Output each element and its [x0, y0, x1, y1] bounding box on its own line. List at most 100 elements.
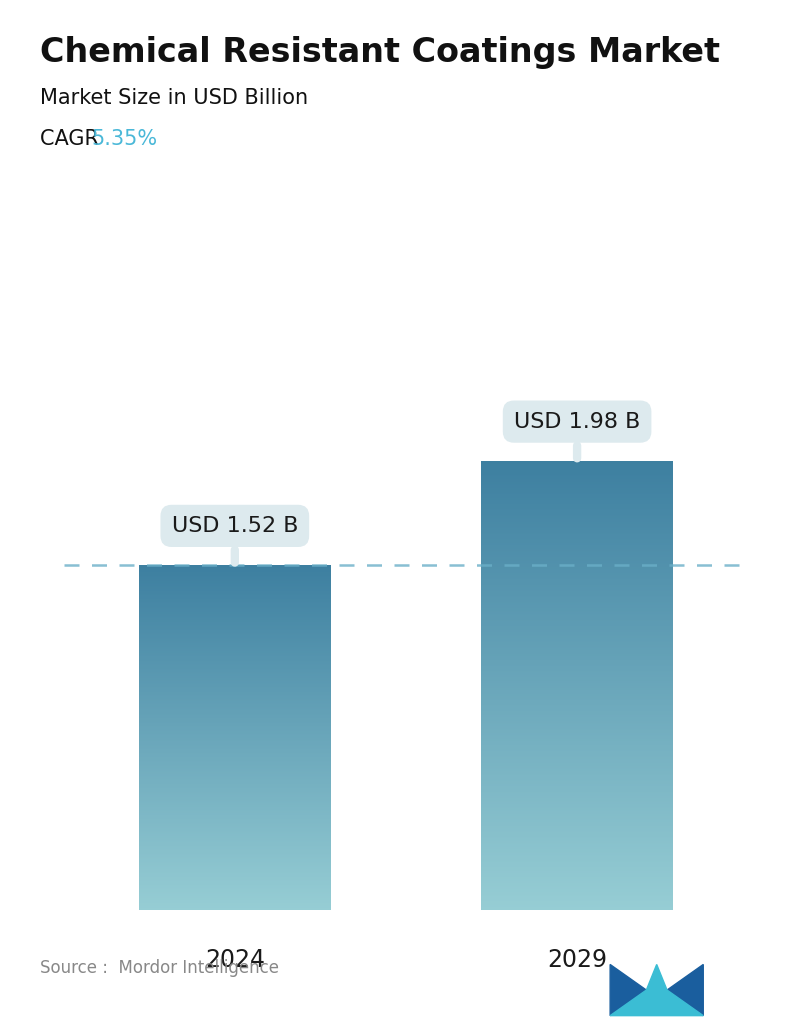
- Bar: [139, 686, 330, 688]
- Bar: [482, 756, 673, 757]
- Bar: [139, 718, 330, 720]
- Bar: [482, 713, 673, 716]
- Bar: [139, 740, 330, 742]
- Bar: [139, 590, 330, 591]
- Bar: [482, 720, 673, 722]
- Bar: [482, 905, 673, 907]
- Bar: [139, 713, 330, 714]
- Bar: [139, 613, 330, 615]
- Bar: [482, 517, 673, 519]
- Bar: [482, 649, 673, 651]
- Bar: [482, 533, 673, 535]
- Bar: [139, 609, 330, 610]
- Bar: [482, 630, 673, 632]
- Bar: [482, 504, 673, 506]
- Text: 2024: 2024: [205, 948, 265, 972]
- Bar: [482, 686, 673, 687]
- Bar: [482, 899, 673, 901]
- Bar: [139, 704, 330, 705]
- Bar: [139, 770, 330, 772]
- Bar: [139, 596, 330, 598]
- Bar: [482, 858, 673, 860]
- Bar: [139, 607, 330, 609]
- Bar: [139, 735, 330, 736]
- Bar: [139, 896, 330, 899]
- Bar: [482, 838, 673, 840]
- Bar: [139, 763, 330, 765]
- Bar: [482, 528, 673, 529]
- Bar: [139, 834, 330, 837]
- Bar: [139, 584, 330, 586]
- Bar: [482, 682, 673, 685]
- Bar: [139, 829, 330, 830]
- Bar: [139, 844, 330, 846]
- Bar: [139, 640, 330, 641]
- Bar: [482, 539, 673, 541]
- Bar: [482, 579, 673, 581]
- Bar: [482, 599, 673, 600]
- Bar: [139, 572, 330, 574]
- Bar: [139, 818, 330, 819]
- Bar: [139, 682, 330, 683]
- Bar: [482, 677, 673, 679]
- Bar: [482, 619, 673, 621]
- Bar: [482, 784, 673, 786]
- Bar: [139, 880, 330, 881]
- Bar: [139, 614, 330, 616]
- Bar: [139, 664, 330, 665]
- Bar: [482, 717, 673, 719]
- Bar: [139, 887, 330, 889]
- Bar: [482, 721, 673, 723]
- Text: Source :  Mordor Intelligence: Source : Mordor Intelligence: [40, 960, 279, 977]
- Bar: [482, 567, 673, 569]
- Bar: [139, 800, 330, 802]
- Bar: [139, 907, 330, 909]
- Bar: [482, 590, 673, 592]
- Bar: [482, 833, 673, 835]
- Bar: [482, 674, 673, 676]
- Bar: [482, 468, 673, 470]
- Bar: [139, 858, 330, 859]
- Bar: [139, 905, 330, 907]
- Bar: [139, 616, 330, 618]
- Bar: [139, 771, 330, 773]
- Bar: [482, 908, 673, 910]
- Bar: [482, 512, 673, 514]
- Bar: [139, 583, 330, 585]
- Bar: [482, 569, 673, 571]
- Bar: [482, 893, 673, 895]
- Bar: [482, 751, 673, 753]
- Bar: [482, 556, 673, 558]
- Bar: [139, 890, 330, 891]
- Bar: [139, 622, 330, 624]
- Bar: [482, 647, 673, 649]
- Bar: [139, 796, 330, 797]
- Bar: [139, 675, 330, 677]
- Bar: [139, 841, 330, 842]
- Bar: [482, 525, 673, 527]
- Bar: [482, 658, 673, 660]
- Bar: [139, 620, 330, 621]
- Bar: [482, 657, 673, 659]
- Bar: [482, 785, 673, 787]
- Bar: [139, 750, 330, 752]
- Bar: [139, 738, 330, 740]
- Bar: [482, 622, 673, 625]
- Polygon shape: [646, 965, 667, 991]
- Bar: [139, 794, 330, 796]
- Bar: [482, 824, 673, 826]
- Bar: [482, 546, 673, 548]
- Bar: [139, 632, 330, 633]
- Bar: [482, 872, 673, 874]
- Bar: [139, 792, 330, 794]
- Bar: [139, 720, 330, 722]
- Bar: [139, 749, 330, 751]
- Bar: [482, 710, 673, 712]
- Bar: [482, 496, 673, 498]
- Bar: [482, 510, 673, 512]
- Bar: [482, 714, 673, 717]
- Bar: [482, 694, 673, 696]
- Bar: [482, 597, 673, 599]
- Bar: [139, 883, 330, 885]
- Bar: [139, 838, 330, 839]
